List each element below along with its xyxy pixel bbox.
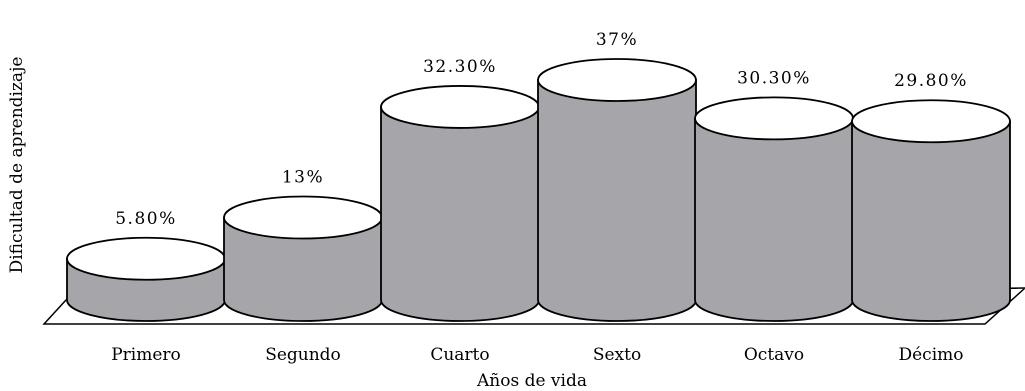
bar-sexto	[537, 58, 697, 322]
data-label: 29.80%	[894, 71, 968, 91]
bars-group	[66, 58, 1011, 322]
bar-segundo	[223, 195, 383, 322]
category-labels-group: Primero Segundo Cuarto Sexto Octavo Décimo	[111, 345, 963, 365]
category-label: Octavo	[744, 345, 804, 365]
bar-décimo	[851, 99, 1011, 322]
bar-top	[537, 58, 697, 102]
data-label: 32.30%	[423, 57, 497, 77]
category-label: Segundo	[265, 345, 341, 365]
bar-body	[537, 79, 697, 322]
bar-body	[851, 120, 1011, 322]
x-axis-label: Años de vida	[476, 371, 587, 391]
bar-top	[380, 85, 540, 129]
bar-body	[380, 106, 540, 322]
bar-body	[694, 117, 854, 322]
bar-octavo	[694, 96, 854, 322]
category-label: Cuarto	[430, 345, 489, 365]
value-labels-group: 5.80% 13% 32.30% 37% 30.30% 29.80%	[115, 30, 968, 229]
bar-cuarto	[380, 85, 540, 322]
bar-top	[66, 236, 226, 281]
data-label: 30.30%	[737, 68, 811, 88]
bar-top	[694, 96, 854, 141]
y-axis-label: Dificultad de aprendizaje	[7, 57, 27, 274]
data-label: 5.80%	[115, 209, 177, 229]
bar-primero	[66, 236, 226, 322]
bar-body	[223, 216, 383, 322]
bar-top	[223, 195, 383, 240]
category-label: Primero	[111, 345, 181, 365]
category-label: Sexto	[593, 345, 641, 365]
bar-top	[851, 99, 1011, 144]
data-label: 13%	[282, 168, 324, 188]
category-label: Décimo	[898, 345, 963, 365]
data-label: 37%	[596, 30, 638, 50]
